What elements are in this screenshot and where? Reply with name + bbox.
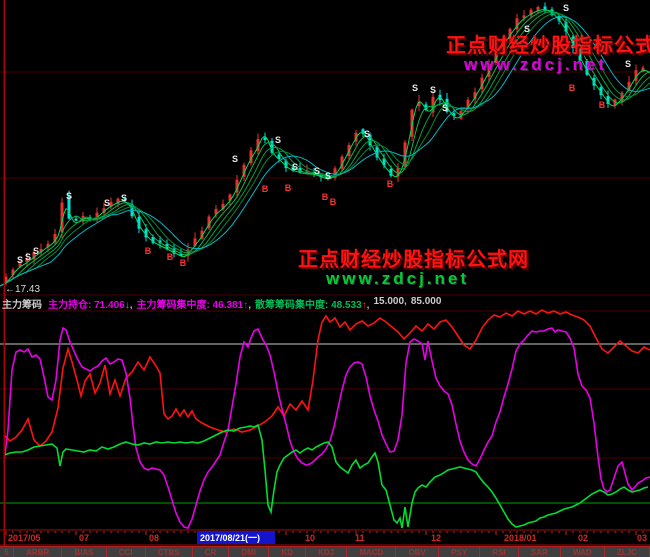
watermark-middle: 正点财经炒股指标公式网 www.zdcj.net bbox=[298, 250, 529, 287]
sell-mark: S bbox=[104, 198, 110, 208]
buy-mark: B bbox=[180, 258, 187, 268]
watermark-top: 正点财经炒股指标公式网 www.zdcj.net bbox=[446, 36, 650, 73]
tab-dmi[interactable]: DMI bbox=[229, 547, 270, 557]
date-label: 11 bbox=[355, 533, 365, 543]
tab-macd[interactable]: MACD bbox=[347, 547, 397, 557]
date-axis[interactable]: 2017/05 07 08 10 11 12 2018/01 02 03 2017/08/21(一… bbox=[0, 531, 650, 545]
indicator-header: 主力筹码 主力持仓: 71.406↓, 主力筹码集中度: 46.381↑, 散筹筹码… bbox=[0, 296, 650, 311]
sell-mark: S bbox=[121, 193, 127, 203]
buy-mark: B bbox=[387, 179, 394, 189]
sell-mark: S bbox=[232, 154, 238, 164]
buy-mark: B bbox=[285, 183, 292, 193]
date-label: 03 bbox=[637, 533, 648, 543]
buy-mark: B bbox=[322, 192, 329, 202]
indicator-field: 85.000 bbox=[410, 296, 442, 307]
tab-zljc[interactable]: ZLJC bbox=[605, 547, 650, 557]
date-label: 07 bbox=[79, 533, 90, 543]
selected-date-highlight: 2017/08/21(一) bbox=[197, 531, 275, 544]
tab-psy[interactable]: PSY bbox=[439, 547, 481, 557]
sell-mark: S bbox=[364, 129, 370, 139]
date-label: 10 bbox=[305, 533, 316, 543]
sell-mark: S bbox=[563, 3, 569, 13]
sell-mark: S bbox=[325, 171, 331, 181]
sell-mark: S bbox=[524, 24, 530, 34]
buy-mark: B bbox=[330, 197, 337, 207]
sell-mark: S bbox=[17, 255, 23, 265]
indicator-field: 散筹筹码集中度: 48.533↑, bbox=[254, 300, 370, 311]
tab-kd[interactable]: KD bbox=[269, 547, 307, 557]
date-label: 08 bbox=[149, 533, 160, 543]
last-price-marker: ←17.43 bbox=[5, 284, 41, 295]
watermark-top-title: 正点财经炒股指标公式网 bbox=[446, 35, 650, 57]
tab-arbr[interactable]: ARBR bbox=[14, 547, 63, 557]
date-label: 02 bbox=[578, 533, 589, 543]
sell-mark: S bbox=[430, 85, 436, 95]
buy-mark: B bbox=[569, 83, 576, 93]
buy-mark: B bbox=[145, 246, 152, 256]
watermark-top-url: www.zdcj.net bbox=[464, 55, 608, 74]
tab-ctbs[interactable]: CTBS bbox=[146, 547, 193, 557]
buy-mark: B bbox=[167, 252, 174, 262]
tab-5[interactable]: 5 bbox=[0, 547, 14, 557]
buy-mark: B bbox=[262, 184, 269, 194]
tab-sar[interactable]: SAR bbox=[519, 547, 561, 557]
tab-kdj[interactable]: KDJ bbox=[306, 547, 348, 557]
sell-mark: S bbox=[442, 103, 448, 113]
tab-cr[interactable]: CR bbox=[193, 547, 230, 557]
indicator-field: 主力筹码集中度: 46.381↑, bbox=[136, 300, 251, 311]
tab-cci[interactable]: CCI bbox=[107, 547, 146, 557]
sell-mark: S bbox=[33, 246, 39, 256]
indicator-field: 15.000, bbox=[373, 296, 407, 307]
date-label: 2018/01 bbox=[504, 533, 537, 543]
tab-obv[interactable]: OBV bbox=[396, 547, 439, 557]
indicator-tab-bar: 5 ARBR BIAS CCI CTBS CR DMI KD KDJ MACD OBV PSY RSI S… bbox=[0, 546, 650, 557]
sell-mark: S bbox=[25, 252, 31, 262]
watermark-middle-title: 正点财经炒股指标公式网 bbox=[298, 249, 529, 271]
indicator-fields: 主力持仓: 71.406↓, 主力筹码集中度: 46.381↑, 散筹筹码集中度: … bbox=[48, 296, 441, 311]
sell-mark: S bbox=[292, 162, 298, 172]
date-label: 2017/05 bbox=[8, 533, 41, 543]
sell-mark: S bbox=[275, 135, 281, 145]
sell-mark: S bbox=[412, 83, 418, 93]
watermark-middle-url: www.zdcj.net bbox=[326, 269, 470, 288]
date-label: 12 bbox=[431, 533, 442, 543]
indicator-name[interactable]: 主力筹码 bbox=[2, 300, 42, 311]
tab-rsi[interactable]: RSI bbox=[480, 547, 519, 557]
sell-mark: S bbox=[314, 166, 320, 176]
tab-bias[interactable]: BIAS bbox=[62, 547, 107, 557]
sell-mark: S bbox=[625, 59, 631, 69]
sell-mark: S bbox=[66, 191, 72, 201]
tab-wad[interactable]: WAD bbox=[561, 547, 605, 557]
buy-mark: B bbox=[599, 100, 606, 110]
indicator-field: 主力持仓: 71.406↓, bbox=[48, 300, 133, 311]
